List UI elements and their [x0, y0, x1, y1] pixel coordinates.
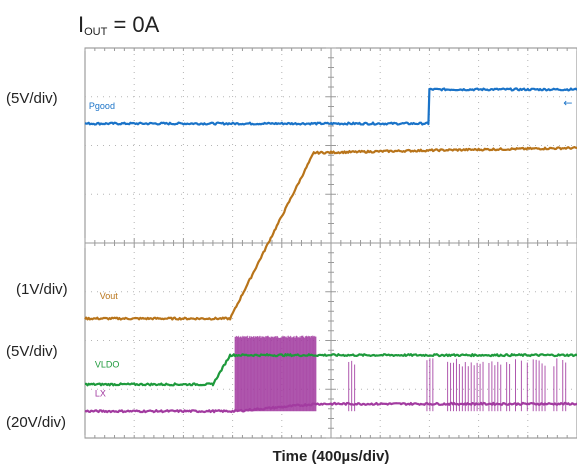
trace-vldo — [84, 353, 577, 387]
channel-marker-arrow-icon: ← — [563, 97, 572, 110]
trace-label-vout: Vout — [100, 291, 119, 301]
trace-vout — [84, 146, 577, 321]
scale-label-pgood: (5V/div) — [6, 90, 58, 107]
scale-label-vldo: (5V/div) — [6, 343, 58, 360]
x-axis-label: Time (400µs/div) — [272, 448, 390, 465]
scale-label-vout: (1V/div) — [16, 281, 68, 298]
trace-pgood — [84, 87, 577, 126]
trace-lx — [84, 401, 577, 414]
trace-label-pgood: Pgood — [89, 101, 115, 111]
chart-title: IOUT = 0A — [78, 12, 160, 38]
scale-label-lx: (20V/div) — [6, 414, 67, 431]
trace-label-vldo: VLDO — [95, 359, 120, 369]
trace-label-lx: LX — [95, 389, 106, 399]
